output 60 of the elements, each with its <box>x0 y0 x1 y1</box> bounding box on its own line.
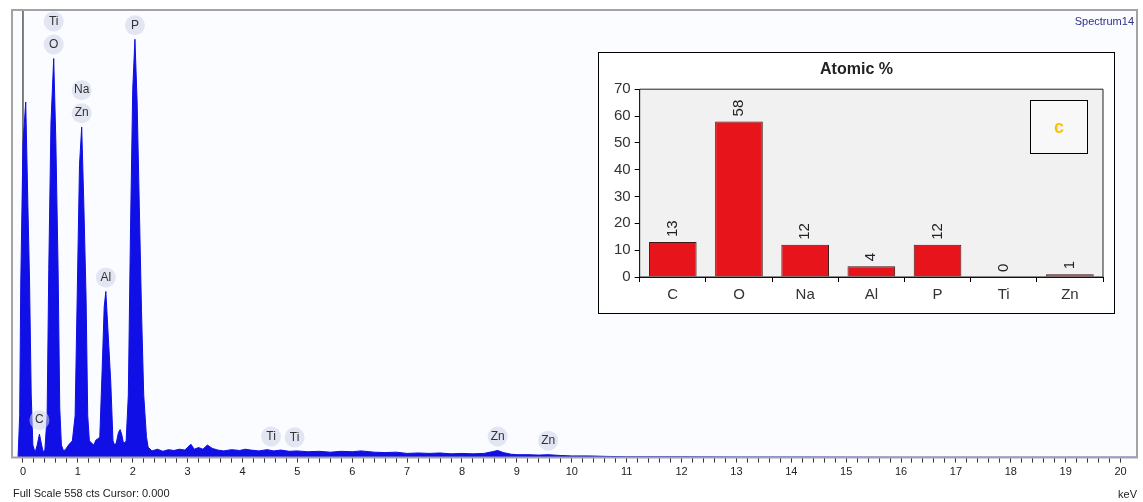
y-tick-label: 40 <box>614 159 631 177</box>
x-tick-label: 1 <box>74 465 81 478</box>
x-tick-label: 14 <box>785 465 798 478</box>
x-tick-label: 8 <box>458 465 466 478</box>
data-label: 1 <box>1060 260 1078 270</box>
y-tick-label: 20 <box>614 213 631 231</box>
y-tick-label: 10 <box>614 240 631 258</box>
x-tick-label: Ti <box>997 285 1010 303</box>
chart-title: Spectrum14 <box>1074 15 1134 28</box>
x-tick-label: C <box>667 285 679 303</box>
data-label: 12 <box>795 223 813 240</box>
annotation: Zn <box>541 432 556 447</box>
annotation: Zn <box>490 428 505 443</box>
annotation: Na <box>74 82 90 97</box>
y-tick-label: 60 <box>614 106 631 124</box>
data-label: 12 <box>927 223 945 240</box>
text: Full Scale 558 cts Cursor: 0.000 <box>13 486 170 499</box>
annotation: O <box>49 36 59 51</box>
x-tick-label: 20 <box>1114 465 1127 478</box>
x-tick-label: 19 <box>1059 465 1072 478</box>
data-label: 4 <box>861 252 879 262</box>
data-label: 13 <box>662 220 680 238</box>
x-tick-label: 0 <box>19 465 27 478</box>
x-tick-label: Al <box>864 285 879 303</box>
x-tick-label: 18 <box>1004 465 1017 478</box>
x-tick-label: 12 <box>675 465 688 478</box>
annotation: Zn <box>74 105 89 120</box>
x-tick-label: 16 <box>894 465 908 478</box>
x-tick-label: 13 <box>730 465 743 478</box>
x-tick-label: O <box>733 285 745 303</box>
x-axis-title: keV <box>1118 488 1138 501</box>
y-tick-label: 50 <box>614 133 631 150</box>
annotation: Ti <box>266 428 276 443</box>
label-box: c <box>1030 100 1088 154</box>
x-tick-label: Na <box>795 285 816 303</box>
x-tick-label: 11 <box>620 465 633 478</box>
x-tick-label: 6 <box>349 465 356 478</box>
x-tick-label: 7 <box>404 465 411 478</box>
y-tick-label: 70 <box>614 79 631 97</box>
x-tick-label: 17 <box>949 465 963 478</box>
annotation: c <box>1053 117 1064 137</box>
annotation: C <box>35 412 45 427</box>
x-tick-label: 4 <box>239 465 246 478</box>
x-tick-label: 2 <box>129 465 136 478</box>
x-tick-label: 10 <box>565 465 578 478</box>
x-tick-label: 5 <box>294 465 301 478</box>
chart-title: Atomic % <box>820 60 893 78</box>
annotation: P <box>130 17 139 32</box>
x-tick-label: P <box>932 285 943 303</box>
x-tick-label: 3 <box>184 465 191 478</box>
x-tick-label: Zn <box>1061 285 1079 303</box>
x-tick-label: 15 <box>840 465 853 478</box>
data-label: 0 <box>993 263 1011 272</box>
x-tick-label: 9 <box>513 465 520 478</box>
annotation: Al <box>100 269 112 284</box>
annotation: Ti <box>48 13 59 28</box>
y-tick-label: 30 <box>614 186 631 204</box>
data-label: 58 <box>729 99 747 117</box>
annotation: Ti <box>289 429 300 444</box>
y-tick-label: 0 <box>622 267 631 285</box>
